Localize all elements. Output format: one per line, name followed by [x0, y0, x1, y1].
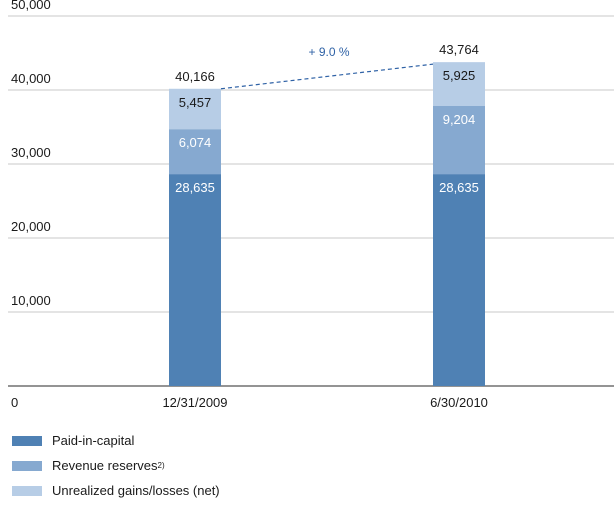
bar-segment-paid-in-capital [433, 174, 485, 386]
bar-total-label: 40,166 [175, 69, 215, 84]
bar-segment-revenue-reserves [169, 129, 221, 175]
legend-item-paid-in-capital: Paid-in-capital [12, 432, 220, 449]
legend: Paid-in-capital Revenue reserves 2) Unrea… [12, 432, 220, 507]
legend-item-unrealized-gains-losses: Unrealized gains/losses (net) [12, 482, 220, 499]
x-axis-tick-labels: 12/31/2009 6/30/2010 [162, 395, 487, 410]
segment-value-label: 6,074 [179, 135, 212, 150]
change-annotation: + 9.0 % [308, 45, 349, 59]
legend-swatch-unrealized-gains-losses [12, 485, 42, 496]
y-tick-label: 20,000 [11, 219, 51, 234]
change-annotation-group: + 9.0 % [220, 45, 434, 90]
segment-value-label: 5,457 [179, 95, 212, 110]
segment-value-label: 28,635 [439, 180, 479, 195]
legend-swatch-paid-in-capital [12, 435, 42, 446]
segment-value-label: 9,204 [443, 112, 476, 127]
change-dashed-line [220, 63, 434, 90]
bar-segment-unrealized-gains [433, 62, 485, 106]
legend-label-paid-in-capital: Paid-in-capital [52, 433, 135, 448]
x-tick-label: 12/31/2009 [162, 395, 227, 410]
y-axis-tick-labels: 0 10,000 20,000 30,000 40,000 50,000 [11, 0, 51, 410]
x-tick-label: 6/30/2010 [430, 395, 488, 410]
bar-segment-revenue-reserves [433, 105, 485, 175]
bars [169, 62, 485, 386]
y-tick-label: 10,000 [11, 293, 51, 308]
gridlines [8, 15, 614, 387]
legend-swatch-revenue-reserves [12, 460, 42, 471]
y-tick-label: 50,000 [11, 0, 51, 12]
segment-value-label: 28,635 [175, 180, 215, 195]
stacked-bar-chart: 0 10,000 20,000 30,000 40,000 50,000 28,635 6,… [8, 0, 614, 410]
y-tick-label: 0 [11, 395, 18, 410]
bar-segment-paid-in-capital [169, 174, 221, 386]
y-tick-label: 30,000 [11, 145, 51, 160]
bar-total-label: 43,764 [439, 42, 479, 57]
bar-segment-unrealized-gains [169, 88, 221, 130]
legend-label-unrealized-gains-losses: Unrealized gains/losses (net) [52, 483, 220, 498]
legend-label-revenue-reserves: Revenue reserves [52, 458, 158, 473]
legend-item-revenue-reserves: Revenue reserves 2) [12, 457, 220, 474]
y-tick-label: 40,000 [11, 71, 51, 86]
segment-value-label: 5,925 [443, 68, 476, 83]
value-labels: 28,635 6,074 5,457 40,166 28,635 9,204 5,925 43… [175, 42, 479, 195]
